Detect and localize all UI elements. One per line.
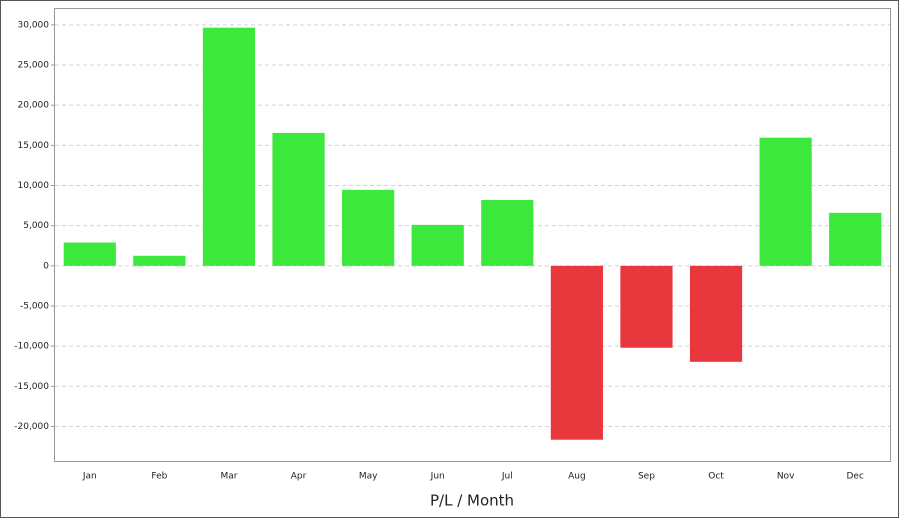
x-tick-label: Jan bbox=[82, 472, 97, 482]
x-tick-label: May bbox=[359, 472, 378, 482]
y-tick-label: 0 bbox=[43, 261, 49, 271]
bar bbox=[202, 27, 256, 266]
x-tick-label: Jul bbox=[501, 472, 513, 482]
y-tick-label: -10,000 bbox=[14, 342, 49, 352]
bar bbox=[481, 199, 534, 266]
bar bbox=[829, 212, 882, 266]
bar bbox=[342, 189, 395, 266]
x-tick-label: Jun bbox=[430, 472, 445, 482]
x-tick-label: Aug bbox=[568, 472, 586, 482]
x-tick-label: Oct bbox=[708, 472, 724, 482]
y-tick-label: 15,000 bbox=[18, 141, 50, 151]
y-tick-label: 25,000 bbox=[18, 61, 50, 71]
x-tick-label: Apr bbox=[291, 472, 307, 482]
bar bbox=[550, 265, 603, 440]
x-tick-label: Feb bbox=[151, 472, 167, 482]
plot-area bbox=[54, 8, 891, 462]
x-tick-label: Nov bbox=[777, 472, 795, 482]
x-tick-label: Sep bbox=[638, 472, 655, 482]
bar bbox=[759, 137, 812, 266]
y-tick-label: 10,000 bbox=[18, 181, 50, 191]
y-tick-label: 5,000 bbox=[23, 221, 49, 231]
x-tick-label: Dec bbox=[846, 472, 863, 482]
y-tick-label: -20,000 bbox=[14, 422, 49, 432]
y-tick-label: 30,000 bbox=[18, 20, 50, 30]
y-tick-label: 20,000 bbox=[18, 101, 50, 111]
bar bbox=[620, 265, 673, 348]
bar bbox=[272, 132, 325, 266]
bar bbox=[133, 255, 186, 266]
y-tick-label: -5,000 bbox=[20, 301, 49, 311]
bar bbox=[411, 224, 464, 266]
bar bbox=[63, 242, 116, 266]
bar bbox=[689, 265, 743, 362]
y-tick-label: -15,000 bbox=[14, 382, 49, 392]
x-tick-label: Mar bbox=[220, 472, 237, 482]
x-axis-label: P/L / Month bbox=[430, 492, 514, 510]
